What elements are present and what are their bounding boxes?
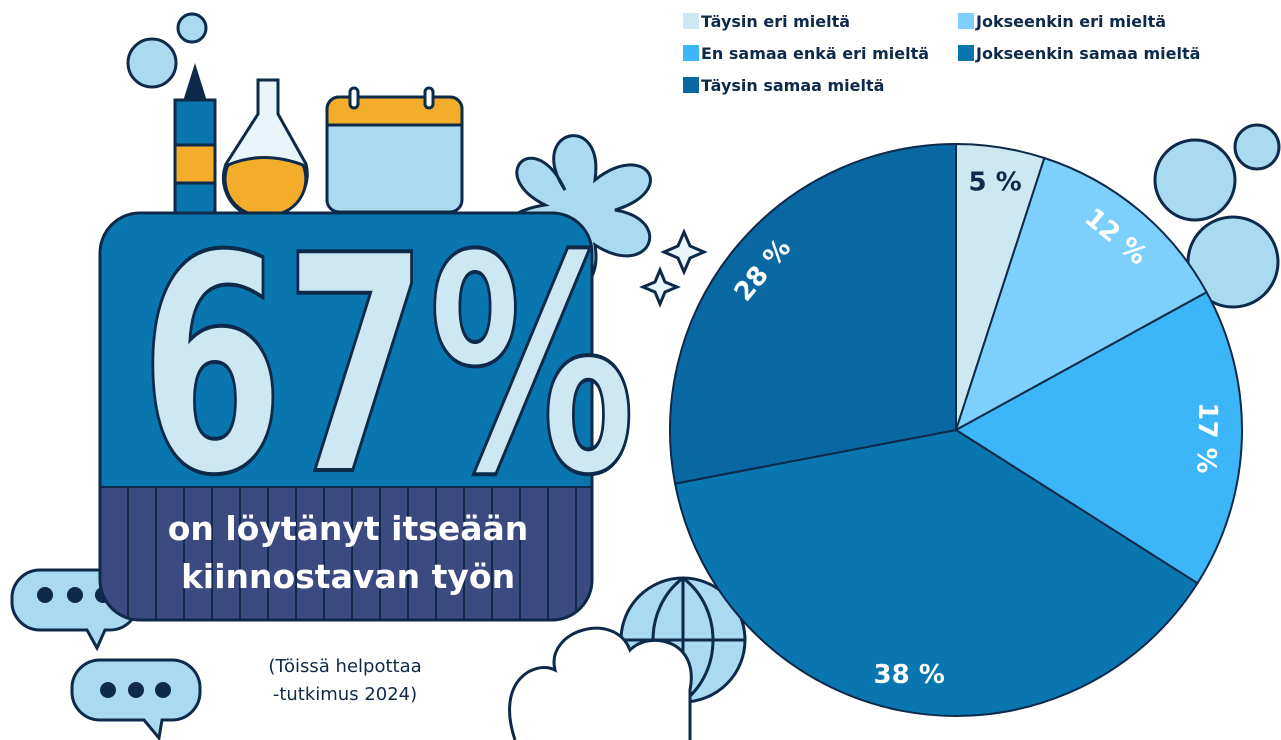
infographic: 67% on löytänyt itseään kiinnostavan työ… — [0, 0, 1281, 740]
legend-label: Täysin samaa mieltä — [701, 76, 884, 95]
legend-label: Jokseenkin samaa mieltä — [975, 44, 1200, 63]
legend-label: En samaa enkä eri mieltä — [701, 44, 929, 63]
legend: Täysin eri mieltä Jokseenkin eri mieltä En… — [683, 12, 1200, 95]
legend-label: Jokseenkin eri mieltä — [975, 12, 1166, 31]
callout-panel: 67% on löytänyt itseään kiinnostavan työ… — [100, 192, 635, 627]
callout-text: on löytänyt itseään — [168, 509, 529, 548]
callout-text: kiinnostavan työn — [181, 557, 515, 596]
data-label: 5 % — [969, 168, 1022, 198]
legend-label: Täysin eri mieltä — [701, 12, 850, 31]
legend-swatch — [958, 13, 974, 29]
legend-swatch — [683, 13, 699, 29]
pie-chart: 5 %12 %17 %38 %28 % — [670, 144, 1242, 716]
pie-slice — [670, 144, 956, 484]
legend-swatch — [683, 45, 699, 61]
data-label: 17 % — [1190, 402, 1222, 474]
source-text: (Töissä helpottaa — [268, 656, 421, 677]
source-text: -tutkimus 2024) — [273, 684, 417, 705]
legend-swatch — [683, 77, 699, 93]
data-label: 38 % — [874, 660, 945, 690]
callout-figure: 67% — [140, 192, 635, 541]
legend-swatch — [958, 45, 974, 61]
